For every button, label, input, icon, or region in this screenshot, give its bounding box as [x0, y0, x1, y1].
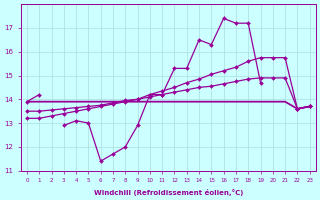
X-axis label: Windchill (Refroidissement éolien,°C): Windchill (Refroidissement éolien,°C)	[94, 189, 243, 196]
